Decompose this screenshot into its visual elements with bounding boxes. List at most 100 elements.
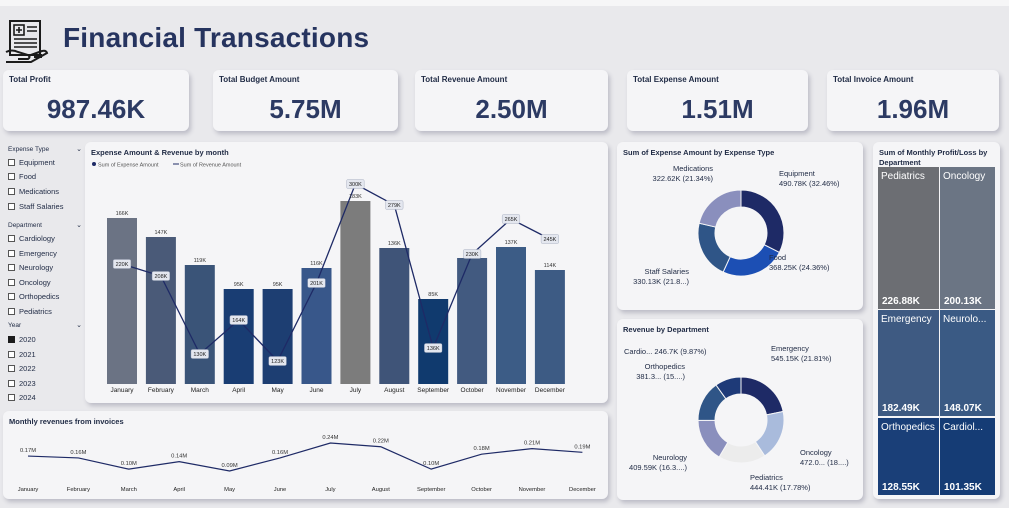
treemap-cell-value: 101.35K [944, 482, 982, 493]
bar-label: 116K [310, 261, 323, 267]
treemap-cell-emergency[interactable]: Emergency 182.49K [878, 310, 939, 416]
chart-title: Sum of Monthly Profit/Loss by Department [879, 148, 988, 167]
kpi-value: 987.46K [46, 94, 146, 124]
checkbox[interactable] [8, 279, 15, 286]
chevron-down-icon[interactable]: ⌄ [76, 146, 82, 153]
slicer-item-cardiology[interactable]: Cardiology [8, 234, 55, 243]
x-tick-label: January [110, 387, 134, 394]
x-tick-label: February [148, 387, 175, 394]
point-label: 0.10M [423, 461, 439, 467]
chart-title: Revenue by Department [623, 325, 709, 334]
expense-type-donut-card: Sum of Expense Amount by Expense Type Eq… [617, 142, 863, 310]
slicer-item-2024[interactable]: 2024 [8, 393, 36, 402]
svg-text:123K: 123K [271, 359, 284, 365]
treemap-cell-oncology[interactable]: Oncology 200.13K [940, 167, 995, 309]
page-title: Financial Transactions [63, 22, 370, 53]
bar-label: 136K [388, 241, 401, 247]
svg-text:Food: Food [769, 253, 786, 262]
kpi-value: 1.96M [876, 94, 950, 124]
treemap-cell-orthopedics[interactable]: Orthopedics 128.55K [878, 418, 939, 495]
bar-february[interactable] [145, 237, 176, 384]
slicer-item-orthopedics[interactable]: Orthopedics [8, 292, 59, 301]
profit-loss-treemap-card: Sum of Monthly Profit/Loss by Department… [873, 142, 1000, 499]
checkbox[interactable] [8, 203, 15, 210]
bar-november[interactable] [496, 247, 526, 384]
checkbox[interactable] [8, 235, 15, 242]
slicer-item-2021[interactable]: 2021 [8, 350, 36, 359]
revenue-department-donut-card: Revenue by Department Emergency 545.15K (… [617, 319, 863, 500]
line-point-label: 265K [502, 214, 521, 224]
checkbox[interactable] [8, 188, 15, 195]
point-label: 0.16M [70, 450, 86, 456]
bar-january[interactable] [107, 218, 137, 384]
x-tick-label: July [325, 487, 335, 493]
bar-may[interactable] [262, 289, 293, 384]
svg-text:136K: 136K [427, 346, 440, 352]
svg-text:245K: 245K [543, 237, 556, 243]
svg-text:444.41K (17.78%): 444.41K (17.78%) [750, 483, 811, 492]
svg-text:230K: 230K [466, 252, 479, 258]
slicer-item-2023[interactable]: 2023 [8, 379, 36, 388]
checkbox[interactable] [8, 351, 15, 358]
svg-text:130K: 130K [193, 352, 206, 358]
checkbox[interactable] [8, 308, 15, 315]
checkbox[interactable] [8, 365, 15, 372]
slicer-item-staff-salaries[interactable]: Staff Salaries [8, 202, 63, 211]
bar-july[interactable] [340, 201, 371, 384]
treemap-cell-name: Emergency [881, 314, 932, 325]
donut-slice-equipment[interactable] [740, 189, 785, 254]
slicer-item-2020[interactable]: 2020 [8, 335, 36, 344]
checkbox[interactable] [8, 250, 15, 257]
checkbox[interactable] [8, 293, 15, 300]
point-label: 0.18M [474, 446, 490, 452]
x-tick-label: July [350, 387, 362, 394]
donut-slice-emergency[interactable] [740, 376, 784, 416]
treemap-cell-pediatrics[interactable]: Pediatrics 226.88K [878, 167, 939, 309]
kpi-value: 5.75M [269, 94, 342, 124]
kpi-label: Total Budget Amount [219, 75, 300, 84]
kpi-card-total-budget: Total Budget Amount 5.75M [213, 70, 398, 131]
bar-august[interactable] [379, 248, 410, 384]
donut-slice-cardiology[interactable] [715, 376, 742, 400]
chevron-down-icon[interactable]: ⌄ [76, 222, 82, 229]
slicer-item-food[interactable]: Food [8, 172, 36, 181]
chevron-down-icon[interactable]: ⌄ [76, 322, 82, 329]
bar-october[interactable] [457, 258, 488, 384]
bar-label: 119K [194, 258, 207, 264]
checkbox-checked[interactable] [8, 336, 15, 343]
point-label: 0.10M [121, 461, 137, 467]
x-tick-label: April [173, 487, 185, 493]
x-tick-label: November [519, 487, 546, 493]
checkbox[interactable] [8, 380, 15, 387]
treemap-cell-cardiol[interactable]: Cardiol... 101.35K [940, 418, 995, 495]
bar-label: 95K [234, 282, 244, 288]
slicer-item-emergency[interactable]: Emergency [8, 249, 57, 258]
treemap-cell-name: Cardiol... [943, 422, 984, 433]
checkbox[interactable] [8, 173, 15, 180]
treemap-cell-neurolo[interactable]: Neurolo... 148.07K [940, 310, 995, 416]
invoice-document-icon [5, 20, 49, 63]
svg-text:Neurology: Neurology [653, 453, 687, 462]
bar-march[interactable] [184, 265, 215, 384]
slicer-item-2022[interactable]: 2022 [8, 364, 36, 373]
kpi-value: 1.51M [681, 94, 754, 124]
slicer-item-pediatrics[interactable]: Pediatrics [8, 307, 52, 316]
bar-april[interactable] [223, 289, 254, 384]
bar-december[interactable] [534, 270, 565, 384]
donut-slice-staff-salaries[interactable] [697, 222, 731, 273]
x-tick-label: March [121, 487, 137, 493]
slicer-item-neurology[interactable]: Neurology [8, 263, 53, 272]
line-point-label: 220K [113, 259, 132, 269]
kpi-card-total-revenue: Total Revenue Amount 2.50M [415, 70, 608, 131]
checkbox[interactable] [8, 394, 15, 401]
x-tick-label: August [384, 387, 404, 394]
slicer-item-oncology[interactable]: Oncology [8, 278, 51, 287]
donut-slice-medications[interactable] [698, 189, 742, 228]
x-tick-label: June [309, 387, 323, 394]
slicer-item-equipment[interactable]: Equipment [8, 158, 55, 167]
svg-text:220K: 220K [116, 262, 129, 268]
slicer-item-medications[interactable]: Medications [8, 187, 59, 196]
checkbox[interactable] [8, 264, 15, 271]
checkbox[interactable] [8, 159, 15, 166]
